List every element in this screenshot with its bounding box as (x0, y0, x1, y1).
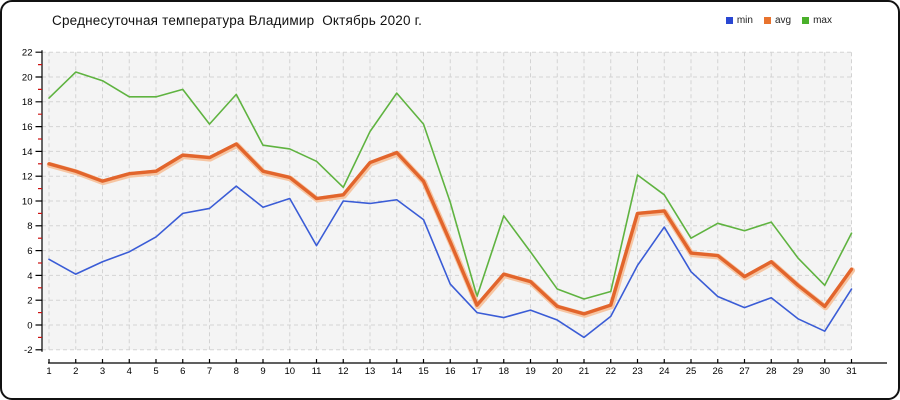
legend-swatch-avg (763, 17, 771, 24)
x-tick-label: 31 (846, 366, 857, 377)
legend-label-avg: avg (774, 15, 792, 26)
x-tick-label: 29 (793, 366, 804, 377)
y-tick-label: 2 (27, 296, 32, 307)
series-line-max (48, 71, 853, 300)
y-tick-label: 10 (22, 196, 33, 207)
y-tick-label: 4 (27, 271, 32, 282)
x-tick-label: 26 (712, 366, 723, 377)
x-tick-label: 12 (338, 366, 349, 377)
x-axis: 1 2 3 4 5 6 7 8 9 10 11 12 13 14 15 16 17 18 19 20 21 22 23 24 2… (46, 359, 887, 377)
x-tick-label: 30 (819, 366, 830, 377)
x-tick-label: 3 (100, 366, 105, 377)
x-tick-label: 6 (180, 366, 185, 377)
x-tick-label: 4 (127, 366, 132, 377)
series-line-avg (47, 142, 854, 316)
x-tick-label: 25 (686, 366, 697, 377)
x-tick-label: 21 (579, 366, 590, 377)
legend-item-min: min (725, 15, 753, 26)
y-tick-label: 8 (27, 221, 32, 232)
chart-legend: min avg max (725, 15, 832, 26)
y-tick-label: 16 (22, 122, 33, 133)
y-tick-label: 14 (22, 147, 33, 158)
y-tick-label: 20 (22, 72, 33, 83)
x-tick-label: 22 (605, 366, 616, 377)
y-tick-label: 12 (22, 172, 33, 183)
x-tick-label: 7 (207, 366, 212, 377)
legend-label-max: max (813, 15, 832, 26)
y-tick-label: 6 (27, 246, 32, 257)
x-tick-label: 27 (739, 366, 750, 377)
legend-item-max: max (802, 15, 832, 26)
y-tick-label: 22 (22, 48, 33, 59)
x-tick-label: 15 (418, 366, 429, 377)
x-tick-label: 19 (525, 366, 536, 377)
x-tick-label: 24 (659, 366, 670, 377)
x-tick-label: 10 (284, 366, 295, 377)
chart-title: Среднесуточная температура Владимир Октя… (52, 13, 423, 28)
x-tick-label: 18 (498, 366, 509, 377)
x-tick-label: 17 (472, 366, 483, 377)
x-tick-label: 23 (632, 366, 643, 377)
y-tick-label: 0 (27, 320, 32, 331)
x-tick-label: 2 (73, 366, 78, 377)
x-tick-label: 13 (365, 366, 376, 377)
x-tick-label: 5 (153, 366, 158, 377)
legend-swatch-max (802, 17, 810, 24)
legend-swatch-min (725, 17, 733, 24)
x-tick-label: 1 (46, 366, 51, 377)
x-tick-label: 9 (260, 366, 265, 377)
x-tick-label: 28 (766, 366, 777, 377)
y-tick-label: 18 (22, 97, 33, 108)
y-tick-label: -2 (24, 345, 32, 356)
x-tick-label: 16 (445, 366, 456, 377)
gridlines (42, 51, 852, 351)
x-tick-label: 8 (234, 366, 239, 377)
series-line-min (48, 185, 853, 339)
legend-label-min: min (736, 15, 753, 26)
x-tick-label: 20 (552, 366, 563, 377)
legend-item-avg: avg (763, 15, 792, 26)
x-tick-label: 11 (312, 366, 322, 377)
x-tick-label: 14 (391, 366, 402, 377)
